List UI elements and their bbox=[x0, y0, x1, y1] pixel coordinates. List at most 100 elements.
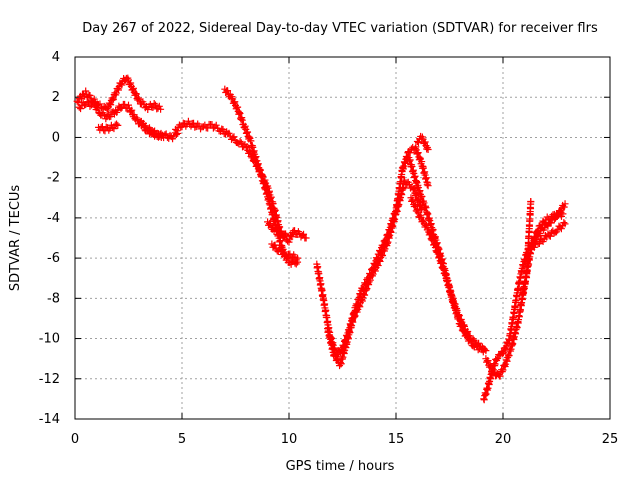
data-point bbox=[300, 230, 308, 238]
data-point bbox=[127, 79, 135, 87]
data-point bbox=[371, 267, 379, 275]
data-point bbox=[419, 216, 427, 224]
plot-frame bbox=[74, 56, 611, 420]
data-point bbox=[561, 220, 569, 228]
y-tick-label: -8 bbox=[47, 291, 60, 306]
data-point bbox=[482, 347, 490, 355]
data-point bbox=[481, 345, 489, 353]
series-track-d bbox=[137, 117, 182, 143]
data-point bbox=[355, 302, 363, 310]
data-point bbox=[559, 210, 567, 218]
data-point bbox=[477, 343, 485, 351]
x-axis-label: GPS time / hours bbox=[286, 459, 395, 474]
x-axis: 0 5 10 15 20 25 bbox=[71, 57, 618, 447]
data-point bbox=[413, 207, 421, 215]
x-tick-label: 15 bbox=[388, 432, 405, 447]
data-point bbox=[496, 372, 504, 380]
data-point bbox=[486, 361, 494, 369]
data-point bbox=[129, 84, 137, 92]
data-point bbox=[107, 101, 115, 109]
data-point bbox=[212, 121, 220, 129]
data-point bbox=[426, 229, 434, 237]
data-point bbox=[243, 143, 251, 151]
data-point bbox=[547, 219, 555, 227]
data-point bbox=[535, 239, 543, 247]
data-point bbox=[113, 120, 121, 128]
data-point bbox=[83, 98, 91, 106]
y-tick-label: -12 bbox=[39, 372, 60, 387]
data-point bbox=[401, 176, 409, 184]
data-point bbox=[424, 146, 432, 154]
data-point bbox=[90, 99, 98, 107]
data-point bbox=[148, 127, 156, 135]
data-point bbox=[285, 238, 293, 246]
data-point bbox=[110, 95, 118, 103]
series-track-e bbox=[172, 117, 310, 246]
data-point bbox=[155, 102, 163, 110]
data-point bbox=[133, 114, 141, 122]
data-point bbox=[533, 227, 541, 235]
data-point bbox=[150, 99, 158, 107]
data-point bbox=[77, 105, 85, 113]
y-axis: -14 -12 -10 -8 -6 -4 -2 0 2 4 bbox=[39, 50, 610, 427]
data-point bbox=[135, 96, 143, 104]
series-track-k bbox=[405, 154, 488, 353]
data-point bbox=[457, 321, 465, 329]
data-point bbox=[546, 216, 554, 224]
y-tick-label: -14 bbox=[39, 412, 60, 427]
data-point bbox=[546, 232, 554, 240]
data-point bbox=[409, 196, 417, 204]
data-point bbox=[421, 138, 429, 146]
data-point bbox=[351, 313, 359, 321]
x-tick-label: 20 bbox=[495, 432, 512, 447]
data-point bbox=[424, 224, 432, 232]
data-point bbox=[466, 335, 474, 343]
y-tick-label: -2 bbox=[47, 171, 60, 186]
data-point bbox=[302, 234, 310, 242]
y-axis-label: SDTVAR / TECUs bbox=[8, 185, 23, 292]
data-point bbox=[374, 262, 382, 270]
data-point bbox=[266, 219, 274, 227]
y-tick-label: -6 bbox=[47, 251, 60, 266]
data-point bbox=[458, 322, 466, 330]
data-point bbox=[561, 200, 569, 208]
data-point bbox=[499, 349, 507, 357]
data-point bbox=[230, 133, 238, 141]
data-point bbox=[414, 139, 422, 147]
data-point bbox=[356, 303, 364, 311]
data-point bbox=[501, 344, 509, 352]
y-tick-label: -10 bbox=[39, 332, 60, 347]
y-tick-label: 2 bbox=[52, 90, 60, 105]
data-point bbox=[376, 257, 384, 265]
data-point bbox=[132, 90, 140, 98]
data-point bbox=[406, 149, 414, 157]
series-track-q bbox=[518, 197, 535, 299]
data-point bbox=[281, 248, 289, 256]
data-point bbox=[560, 203, 568, 211]
data-point bbox=[94, 104, 102, 112]
data-point bbox=[162, 130, 170, 138]
data-point bbox=[375, 256, 383, 264]
data-point bbox=[283, 232, 291, 240]
series-track-g bbox=[264, 218, 291, 241]
data-point bbox=[139, 119, 147, 127]
series-track-j bbox=[324, 176, 426, 370]
data-point bbox=[377, 250, 385, 258]
data-point bbox=[425, 231, 433, 239]
data-point bbox=[86, 102, 94, 110]
data-point bbox=[465, 336, 473, 344]
x-tick-label: 10 bbox=[281, 432, 298, 447]
data-point bbox=[291, 227, 299, 235]
data-point bbox=[134, 94, 142, 102]
data-point bbox=[110, 125, 118, 133]
chart-title: Day 267 of 2022, Sidereal Day-to-day VTE… bbox=[82, 21, 598, 36]
data-point bbox=[157, 105, 165, 113]
data-point bbox=[231, 98, 239, 106]
data-point bbox=[173, 127, 181, 135]
data-point bbox=[103, 104, 111, 112]
series-track-m bbox=[413, 132, 432, 154]
data-point bbox=[271, 241, 279, 249]
data-point bbox=[500, 361, 508, 369]
data-point bbox=[128, 106, 136, 114]
